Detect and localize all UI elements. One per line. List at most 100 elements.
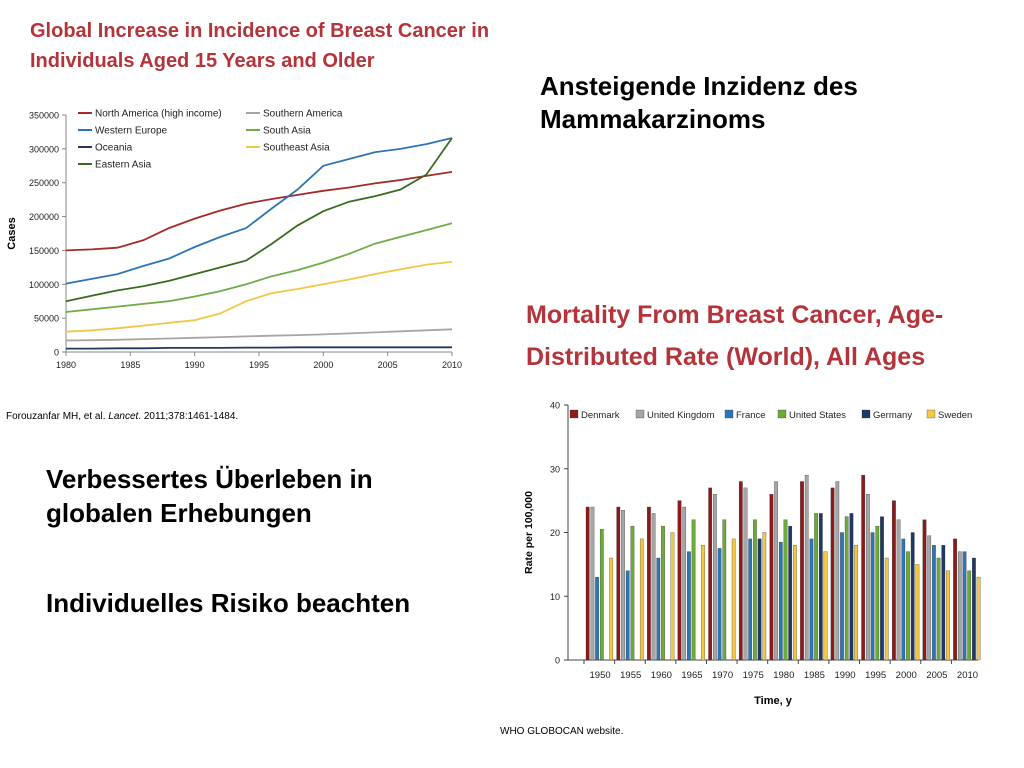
bar-france-1990 — [840, 532, 844, 661]
bar-germany-2000 — [910, 532, 915, 661]
bar-denmark-2000 — [892, 500, 896, 661]
legend-swatch-germany — [861, 409, 871, 419]
y-tick-label: 0 — [555, 656, 560, 666]
bar-denmark-1970 — [708, 487, 713, 661]
x-tick-label: 1975 — [743, 670, 764, 681]
bar-sweden-1975 — [762, 532, 767, 661]
bar-united-kingdom-1970 — [713, 494, 717, 661]
bar-denmark-1965 — [677, 500, 682, 661]
x-tick-label: 1995 — [865, 670, 886, 681]
bar-france-1985 — [809, 538, 814, 661]
legend-swatch-france — [724, 409, 734, 419]
series-line-south-asia — [65, 222, 453, 313]
y-tick-label: 40 — [550, 401, 560, 411]
legend-label-denmark: Denmark — [581, 410, 620, 421]
bar-sweden-1970 — [731, 538, 736, 661]
bar-denmark-1980 — [769, 494, 774, 661]
legend-label-oceania: Oceania — [95, 143, 133, 154]
bar-united-states-2010 — [967, 570, 972, 661]
legend-label-france: France — [736, 410, 766, 421]
incidence-line-chart: 0 50000 100000 150000 200000 250000 300000 3500… — [6, 109, 462, 371]
x-tick-label: 2005 — [378, 360, 398, 370]
legend-label-united-kingdom: United Kingdom — [647, 410, 715, 421]
bar-united-states-1970 — [722, 519, 727, 661]
bar-denmark-1955 — [616, 506, 621, 661]
bar-france-2010 — [962, 551, 967, 661]
bar-sweden-2005 — [946, 570, 950, 661]
bar-denmark-2005 — [922, 519, 927, 661]
bar-germany-1980 — [788, 525, 793, 661]
x-tick-label: 1980 — [56, 360, 76, 370]
legend-label-western-europe: Western Europe — [95, 126, 168, 137]
bar-france-1980 — [778, 541, 783, 661]
x-tick-label: 1990 — [185, 360, 205, 370]
bar-france-1975 — [748, 538, 753, 661]
bar-france-1995 — [870, 532, 875, 661]
bar-united-kingdom-1985 — [804, 474, 809, 661]
series-line-oceania — [66, 346, 452, 350]
source-authors: Forouzanfar MH, et al. — [6, 411, 109, 422]
series-line-eastern-asia — [65, 137, 453, 303]
bar-sweden-1995 — [884, 557, 889, 661]
bar-denmark-1975 — [738, 481, 743, 661]
legend-label-united-states: United States — [789, 410, 846, 421]
x-tick-label: 1990 — [834, 670, 855, 681]
series-line-southern-america — [65, 328, 453, 342]
bar-united-states-1995 — [875, 525, 880, 661]
y-tick-label: 20 — [550, 528, 560, 538]
bar-united-kingdom-1960 — [651, 513, 656, 661]
bar-united-kingdom-2005 — [927, 535, 932, 661]
x-tick-label: 1970 — [712, 670, 733, 681]
bar-france-1955 — [625, 570, 630, 661]
legend-label-southeast-asia: Southeast Asia — [263, 143, 330, 154]
legend-label-sweden: Sweden — [938, 410, 972, 421]
bar-denmark-1960 — [647, 506, 651, 661]
bar-sweden-1990 — [854, 545, 858, 661]
source-details: . 2011;378:1461-1484. — [138, 411, 239, 422]
bar-united-kingdom-1955 — [621, 510, 625, 661]
bar-france-2000 — [901, 538, 906, 661]
bar-united-states-1950 — [599, 529, 604, 661]
slide-heading: Ansteigende Inzidenz des Mammakarzinoms — [540, 71, 858, 134]
bar-sweden-1985 — [823, 551, 828, 661]
bar-united-states-1975 — [753, 519, 757, 661]
y-axis-title: Rate per 100,000 — [523, 491, 535, 574]
x-tick-label: 2000 — [896, 670, 917, 681]
bar-germany-1985 — [818, 513, 823, 661]
legend-label-north-america-high-income: North America (high income) — [95, 109, 222, 120]
x-tick-label: 1995 — [249, 360, 269, 370]
y-tick-label: 100000 — [29, 280, 59, 290]
bar-united-states-1990 — [844, 516, 849, 661]
bar-united-kingdom-1980 — [774, 481, 778, 661]
bar-united-states-1960 — [661, 525, 665, 661]
x-tick-label: 1980 — [773, 670, 794, 681]
legend-label-germany: Germany — [873, 410, 912, 421]
bar-united-states-2000 — [906, 551, 910, 661]
bar-sweden-2010 — [976, 576, 981, 661]
x-axis-title: Time, y — [754, 695, 793, 707]
risk-statement: Individuelles Risiko beachten — [46, 588, 411, 618]
x-tick-label: 1985 — [804, 670, 825, 681]
x-tick-label: 2010 — [442, 360, 462, 370]
bar-united-states-1985 — [814, 513, 818, 661]
bar-denmark-1995 — [861, 474, 866, 661]
bar-united-states-1955 — [630, 525, 635, 661]
x-tick-label: 1985 — [120, 360, 140, 370]
bar-united-kingdom-2010 — [957, 551, 962, 661]
x-tick-label: 1955 — [620, 670, 641, 681]
bar-united-kingdom-1965 — [682, 506, 687, 661]
bar-denmark-1985 — [800, 481, 804, 661]
bar-germany-1975 — [757, 538, 762, 661]
bar-united-states-1980 — [783, 519, 788, 661]
x-tick-label: 1950 — [590, 670, 611, 681]
incidence-chart-title: Global Increase in Incidence of Breast C… — [30, 20, 490, 72]
series-line-western-europe — [65, 137, 453, 285]
bar-germany-2010 — [972, 557, 976, 661]
y-tick-label: 200000 — [29, 212, 59, 222]
y-tick-label: 30 — [550, 464, 560, 474]
bar-germany-1990 — [849, 513, 854, 661]
bar-sweden-1955 — [639, 538, 644, 661]
y-tick-label: 10 — [550, 592, 560, 602]
bar-france-1965 — [687, 551, 691, 661]
bar-france-2005 — [932, 545, 936, 661]
